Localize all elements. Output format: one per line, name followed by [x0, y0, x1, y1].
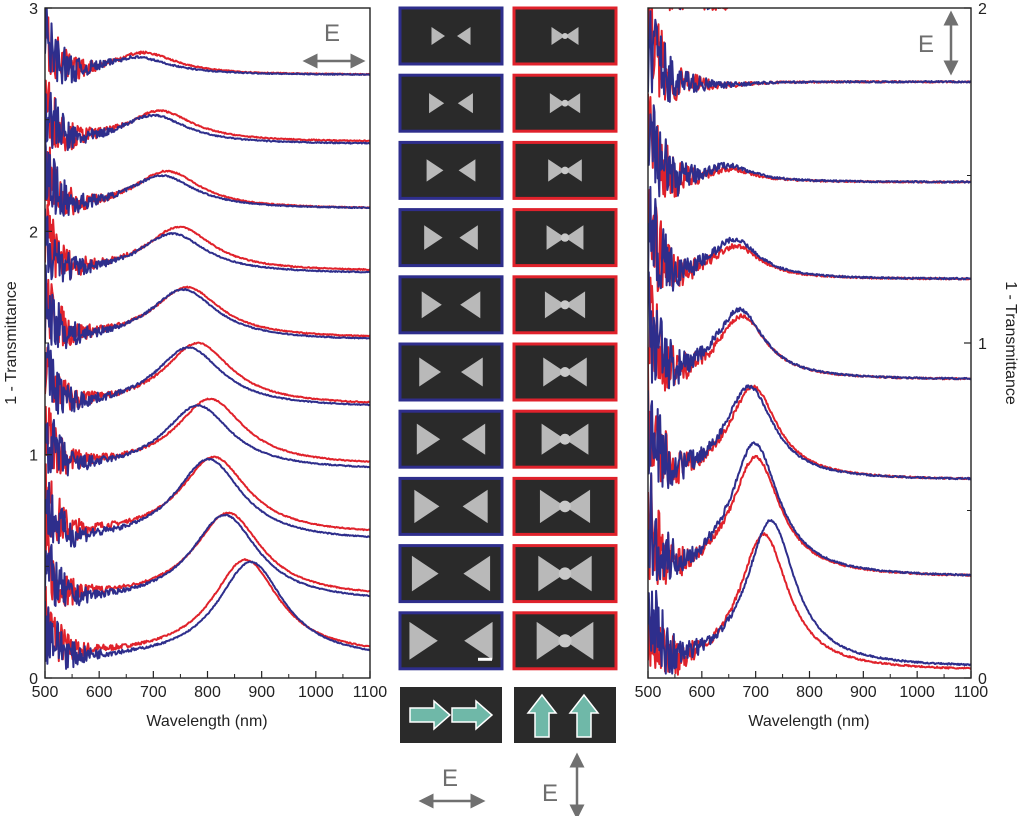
connected-bowtie-thumbnail — [512, 342, 618, 402]
x-tick-label: 900 — [850, 684, 877, 701]
left-red-spectrum-8 — [45, 79, 370, 152]
left-blue-spectrum-8 — [45, 91, 370, 151]
x-tick-label: 1100 — [353, 684, 388, 701]
x-tick-label: 600 — [688, 684, 715, 701]
left-curves — [45, 8, 370, 670]
right-blue-spectrum-5 — [648, 104, 971, 198]
x-tick-label: 800 — [796, 684, 823, 701]
x-tick-label: 500 — [32, 684, 59, 701]
separated-bowtie-thumbnail — [398, 342, 504, 402]
bottom-left-e-label: E — [442, 765, 458, 792]
separated-bowtie-thumbnail — [398, 73, 504, 133]
left-blue-spectrum-3 — [45, 404, 370, 477]
x-tick-label: 1000 — [298, 684, 334, 701]
y-tick-label: 0 — [29, 671, 38, 688]
connected-bowtie-thumbnail — [512, 6, 618, 66]
left-y-ticks: 0 1 2 3 — [29, 1, 52, 688]
y-tick-label: 3 — [29, 1, 38, 18]
connected-bowtie-thumbnail — [512, 208, 618, 268]
left-y-axis-title: 1 - Transmittance — [3, 281, 20, 405]
connected-bowtie-thumbnail — [512, 476, 618, 536]
scale-bar — [478, 657, 492, 661]
connected-bowtie-thumbnail — [512, 611, 618, 671]
x-tick-label: 900 — [248, 684, 275, 701]
separated-bowtie-thumbnail — [398, 611, 504, 671]
y-tick-label: 2 — [978, 1, 987, 18]
right-blue-spectrum-0 — [648, 519, 971, 675]
up-arrow-icon — [568, 693, 600, 738]
left-red-spectrum-9 — [45, 8, 370, 80]
left-blue-spectrum-2 — [45, 457, 370, 548]
left-red-spectrum-7 — [45, 146, 370, 216]
separated-bowtie-thumbnail — [398, 275, 504, 335]
left-panel: 500 600 700 800 900 1000 1100 0 1 2 3 Wavelength … — [3, 1, 387, 730]
right-arrow-icon — [409, 699, 452, 731]
y-tick-label: 2 — [29, 224, 38, 241]
right-curves — [648, 8, 971, 676]
right-arrow-icon — [451, 699, 494, 731]
x-tick-label: 800 — [194, 684, 221, 701]
right-red-spectrum-2 — [648, 362, 971, 487]
right-panel: 500 600 700 800 900 1000 1100 0 1 2 Wavelength (… — [635, 1, 1019, 730]
y-tick-label: 1 — [29, 448, 38, 465]
x-tick-label: 1100 — [954, 684, 989, 701]
left-red-spectrum-1 — [45, 511, 370, 607]
separated-bowtie-thumbnail — [398, 476, 504, 536]
connected-bowtie-thumbnail — [512, 140, 618, 200]
right-e-label: E — [918, 31, 934, 58]
separated-bowtie-thumbnail — [398, 544, 504, 604]
left-blue-spectrum-6 — [45, 208, 370, 283]
left-plot-frame — [44, 7, 371, 679]
bottom-right-e-label: E — [542, 780, 558, 807]
left-e-label: E — [324, 20, 340, 47]
separated-bowtie-thumbnail — [398, 6, 504, 66]
y-tick-label: 1 — [978, 336, 987, 353]
separated-bowtie-thumbnail — [398, 140, 504, 200]
right-blue-spectrum-4 — [648, 185, 971, 292]
right-plot-frame — [647, 7, 972, 679]
thumbnail-grid — [398, 6, 618, 743]
left-blue-spectrum-7 — [45, 138, 370, 217]
left-red-spectrum-0 — [45, 558, 370, 663]
left-blue-spectrum-1 — [45, 513, 370, 607]
up-arrow-icon — [526, 693, 558, 738]
x-tick-label: 1000 — [899, 684, 935, 701]
left-blue-spectrum-5 — [45, 264, 370, 350]
x-tick-label: 500 — [635, 684, 662, 701]
separated-bowtie-thumbnail — [398, 409, 504, 469]
vertical-arrow-schematic — [514, 687, 616, 743]
x-tick-label: 700 — [140, 684, 167, 701]
left-blue-spectrum-4 — [45, 343, 370, 415]
left-red-spectrum-5 — [45, 278, 370, 347]
y-tick-label: 0 — [978, 671, 987, 688]
right-y-ticks: 0 1 2 — [964, 1, 987, 688]
bottom-left-polarization: E — [418, 765, 486, 809]
right-red-spectrum-3 — [648, 276, 971, 392]
separated-bowtie-thumbnail — [398, 208, 504, 268]
left-x-axis-title: Wavelength (nm) — [146, 713, 267, 730]
connected-bowtie-thumbnail — [512, 275, 618, 335]
x-tick-label: 600 — [86, 684, 113, 701]
right-red-spectrum-1 — [648, 454, 971, 585]
left-x-ticks: 500 600 700 800 900 1000 1100 — [32, 671, 388, 701]
right-blue-spectrum-3 — [648, 271, 971, 390]
right-x-ticks: 500 600 700 800 900 1000 1100 — [635, 671, 989, 701]
right-red-spectrum-4 — [648, 188, 971, 293]
left-blue-spectrum-9 — [45, 8, 370, 85]
right-blue-spectrum-1 — [648, 441, 971, 582]
right-blue-spectrum-2 — [648, 384, 971, 490]
right-blue-spectrum-6 — [648, 10, 971, 103]
right-y-axis-title: 1 - Transmittance — [1002, 281, 1019, 405]
left-blue-spectrum-0 — [45, 560, 370, 670]
horizontal-arrow-schematic — [400, 687, 502, 743]
x-tick-label: 700 — [742, 684, 769, 701]
bottom-right-polarization: E — [542, 752, 585, 816]
connected-bowtie-thumbnail — [512, 409, 618, 469]
connected-bowtie-thumbnail — [512, 73, 618, 133]
right-x-axis-title: Wavelength (nm) — [748, 713, 869, 730]
connected-bowtie-thumbnail — [512, 544, 618, 604]
left-red-spectrum-3 — [45, 397, 370, 475]
